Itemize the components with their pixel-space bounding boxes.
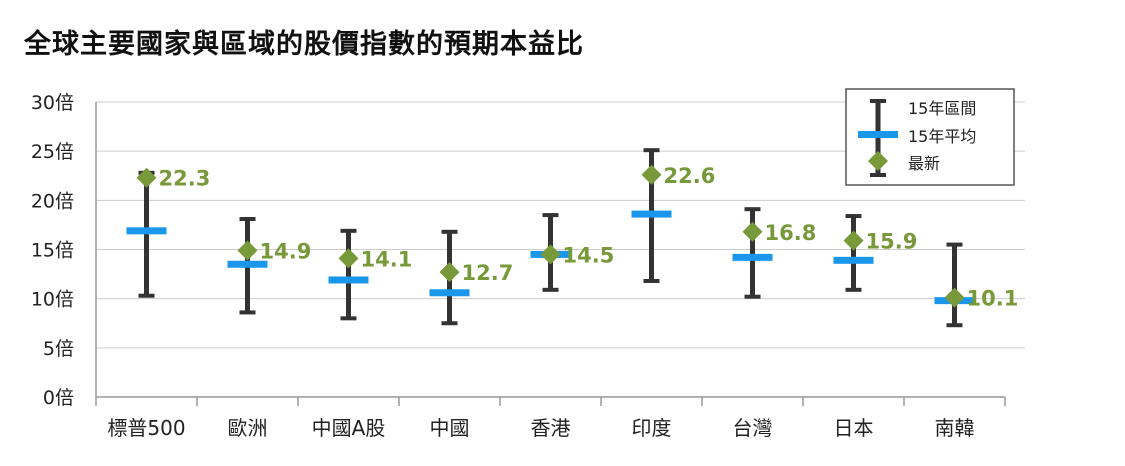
x-tick-label: 歐洲 [228,416,268,440]
data-label: 12.7 [462,261,514,285]
x-tick-label: 香港 [531,416,571,440]
y-tick-label: 20倍 [31,190,74,212]
y-tick-label: 25倍 [31,141,74,163]
data-label: 14.9 [260,239,312,263]
average-marker [429,289,470,297]
legend-label: 最新 [908,154,940,173]
marks-layer: 22.3 14.9 14.1 12.7 14.5 22.6 16.8 15.9 10.1 [126,148,1019,328]
y-tick-label: 10倍 [31,289,74,311]
y-tick-label: 30倍 [31,92,74,114]
legend-label: 15年平均 [908,127,976,146]
latest-marker [944,287,965,308]
data-label: 10.1 [967,287,1019,311]
latest-marker [540,244,561,265]
latest-marker [843,230,864,251]
average-marker [227,260,268,268]
latest-marker [338,248,359,269]
latest-diamond-icon [868,151,888,171]
x-tick-label: 中國A股 [312,416,386,440]
data-label: 15.9 [866,230,918,254]
x-tick-label: 印度 [632,416,672,440]
latest-marker [439,262,460,283]
data-label: 22.3 [159,167,211,191]
legend-label: 15年區間 [908,99,976,118]
average-marker [631,210,672,218]
y-tick-label: 0倍 [43,387,74,409]
data-label: 14.1 [361,247,413,271]
data-label: 22.6 [664,164,716,188]
y-tick-label: 5倍 [43,338,74,360]
average-marker [833,256,874,264]
latest-marker [641,164,662,185]
x-tick-label: 台灣 [733,416,773,440]
data-label: 14.5 [563,243,615,267]
latest-marker [237,240,258,261]
x-tick-label: 日本 [834,416,874,440]
average-marker [126,227,167,235]
x-tick-label: 標普500 [107,416,185,440]
x-tick-label: 中國 [430,416,470,440]
average-marker [328,276,369,284]
x-tick-label: 南韓 [935,416,975,440]
latest-marker [136,167,157,188]
average-marker [732,253,773,261]
data-label: 16.8 [765,221,817,245]
average-dash-icon [858,131,898,138]
chart-title: 全球主要國家與區域的股價指數的預期本益比 [24,29,584,60]
latest-marker [742,221,763,242]
y-tick-label: 15倍 [31,240,74,262]
